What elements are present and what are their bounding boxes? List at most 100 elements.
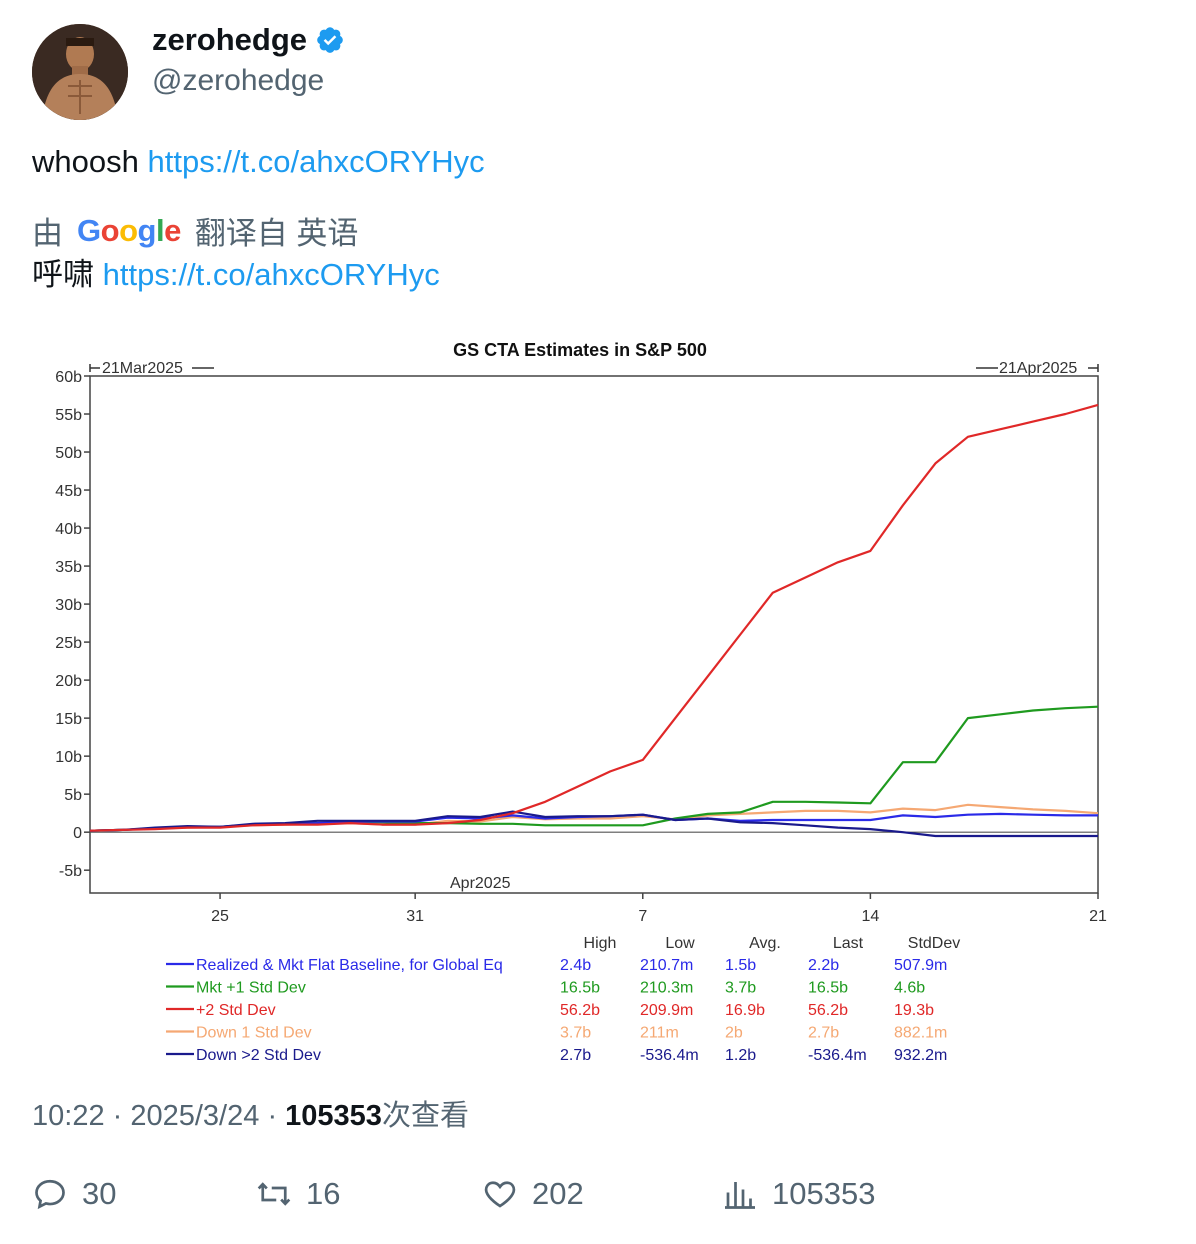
legend-stat: 19.3b [894,1002,934,1019]
y-axis: 60b 55b 50b 45b 40b 35b 30b 25b 20b 15b 10b 5b 0 -5b [55,369,90,880]
y-tick-label: 60b [55,369,82,386]
y-tick-label: 40b [55,521,82,538]
legend-entry: Mkt +1 Std Dev [196,980,306,997]
legend-stat: 211m [640,1025,679,1042]
y-tick-label: 5b [64,787,82,804]
legend-header: Low [665,935,695,952]
y-tick-label: 50b [55,445,82,462]
y-tick-label: 15b [55,711,82,728]
x-tick-label: 7 [638,908,647,925]
legend-table: High Low Avg. Last StdDev Realized & Mkt Flat… [166,935,960,1064]
view-count: 105353 [285,1100,382,1132]
verified-badge-icon [317,27,343,53]
x-axis: 25 31 7 14 21 [211,893,1107,925]
y-tick-label: -5b [59,863,82,880]
legend-stat: 3.7b [560,1025,591,1042]
month-label: Apr2025 [450,875,511,892]
translation-prefix: 由 [32,216,63,251]
legend-header: Avg. [749,935,781,952]
legend-stat: 2b [725,1025,743,1042]
views-label: 次查看 [381,1100,469,1132]
plot-frame [89,375,1099,894]
legend-stat: 2.2b [808,957,839,974]
legend-stat: 16.5b [808,980,848,997]
legend-stat: 507.9m [894,957,947,974]
legend-stat: 2.7b [808,1025,839,1042]
range-start-label: 21Mar2025 [102,360,183,377]
legend-entry: Realized & Mkt Flat Baseline, for Global… [196,957,503,974]
chart-title: GS CTA Estimates in S&P 500 [453,340,707,360]
legend-stat: 16.5b [560,980,600,997]
translated-text: 呼啸 https://t.co/ahxcORYHyc [32,255,440,295]
x-tick-label: 21 [1089,908,1107,925]
y-tick-label: 45b [55,483,82,500]
legend-stat: 882.1m [894,1025,947,1042]
tweet-meta: 10:22 · 2025/3/24 · 105353次查看 [32,1100,469,1132]
legend-stat: 4.6b [894,980,925,997]
translation-suffix[interactable]: 翻译自 英语 [194,216,359,251]
translated-body: 呼啸 [32,257,94,292]
y-tick-label: 55b [55,407,82,424]
tweet-text: whoosh https://t.co/ahxcORYHyc [32,142,485,182]
legend-stat: 2.4b [560,957,591,974]
legend-header: High [584,935,617,952]
like-count: 202 [532,1176,584,1211]
y-tick-label: 20b [55,673,82,690]
tweet-date[interactable]: 2025/3/24 [130,1100,260,1132]
tweet-time[interactable]: 10:22 [32,1100,105,1132]
legend-stat: 56.2b [560,1002,600,1019]
tweet-link[interactable]: https://t.co/ahxcORYHyc [147,144,485,179]
x-tick-label: 14 [861,908,879,925]
reply-button[interactable]: 30 [32,1176,116,1212]
author-display-name[interactable]: zerohedge [152,22,308,57]
legend-stat: 3.7b [725,980,756,997]
y-tick-label: 30b [55,597,82,614]
series-line [89,810,1098,838]
y-tick-label: 35b [55,559,82,576]
views-button[interactable]: 105353 [722,1176,875,1212]
legend-stat: 56.2b [808,1002,848,1019]
legend-stat: 210.7m [640,957,693,974]
chart-image[interactable]: GS CTA Estimates in S&P 500 21Mar2025 21… [32,326,1168,1076]
legend-stat: 209.9m [640,1002,693,1019]
author-avatar[interactable] [32,24,128,120]
heart-icon [484,1181,516,1208]
author-handle[interactable]: @zerohedge [152,64,325,97]
legend-header: Last [833,935,864,952]
translated-link[interactable]: https://t.co/ahxcORYHyc [102,257,440,292]
retweet-icon [257,1182,291,1206]
reply-count: 30 [82,1176,117,1211]
retweet-button[interactable]: 16 [256,1176,340,1212]
legend-entry: Down >2 Std Dev [196,1047,321,1064]
tweet-actions: 30 16 202 105353 [32,1176,1168,1220]
series-lines [89,403,1099,838]
legend-stat: 2.7b [560,1047,591,1064]
reply-icon [35,1179,65,1210]
analytics-icon [725,1182,755,1209]
translation-attribution: 由 Google 翻译自 英语 [32,208,358,253]
legend-stat: 210.3m [640,980,693,997]
like-button[interactable]: 202 [482,1176,584,1212]
legend-entry: +2 Std Dev [196,1002,276,1019]
legend-stat: -536.4m [640,1047,699,1064]
y-tick-label: 25b [55,635,82,652]
range-end-label: 21Apr2025 [999,360,1077,377]
x-tick-label: 31 [406,908,424,925]
legend-stat: -536.4m [808,1047,867,1064]
x-tick-label: 25 [211,908,229,925]
legend-header: StdDev [908,935,960,952]
legend-stat: 16.9b [725,1002,765,1019]
y-tick-label: 0 [73,825,82,842]
retweet-count: 16 [306,1176,341,1211]
cta-chart: GS CTA Estimates in S&P 500 21Mar2025 21… [32,326,1168,1076]
series-line [89,403,1099,832]
tweet-body: whoosh [32,144,139,179]
legend-stat: 1.2b [725,1047,756,1064]
avatar-image [32,24,128,120]
author-name[interactable]: zerohedge [152,22,345,58]
legend-stat: 1.5b [725,957,756,974]
legend-stat: 932.2m [894,1047,947,1064]
y-tick-label: 10b [55,749,82,766]
legend-entry: Down 1 Std Dev [196,1025,312,1042]
google-logo-icon: Google [77,212,181,248]
